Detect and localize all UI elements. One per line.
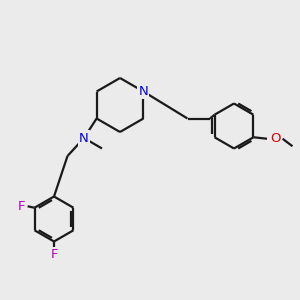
Text: N: N <box>139 85 148 98</box>
Text: N: N <box>79 131 89 145</box>
Text: F: F <box>50 248 58 261</box>
Text: F: F <box>18 200 26 213</box>
Text: O: O <box>270 132 280 145</box>
